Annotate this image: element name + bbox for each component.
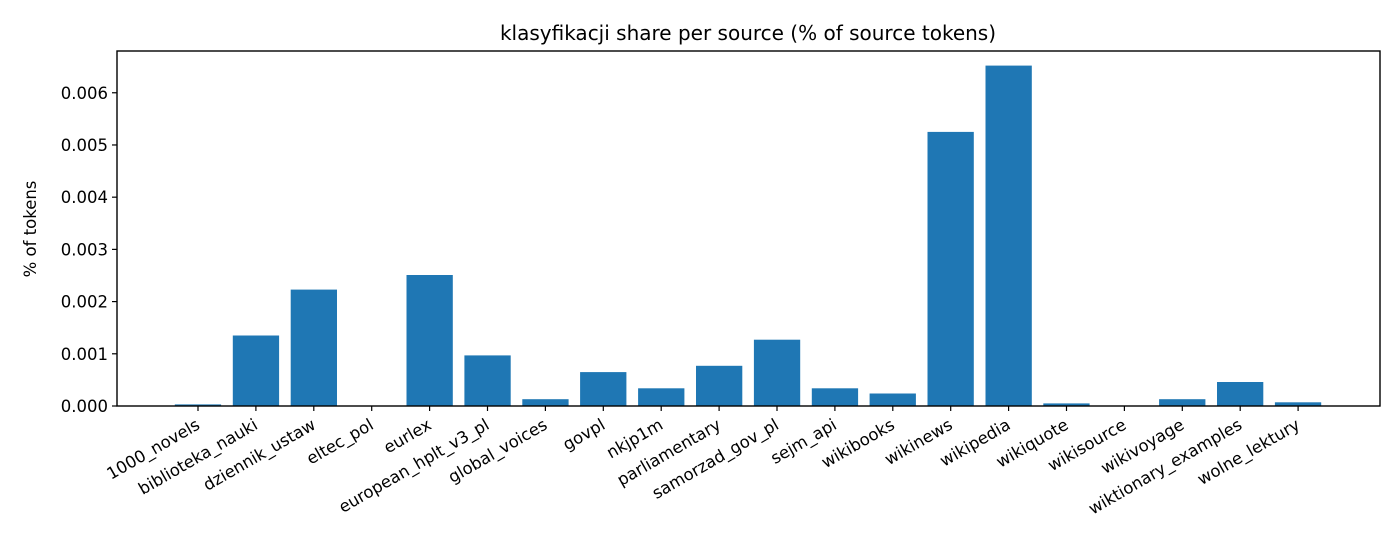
y-ticks-group: 0.000 0.001 0.002 0.003 0.004 0.005 0.006 (61, 84, 117, 416)
bar-eurlex (406, 275, 453, 406)
x-tick-label: global_voices (445, 415, 551, 488)
bar-wikinews (927, 131, 974, 406)
y-tick-label: 0.001 (61, 345, 108, 364)
bar-dziennik_ustaw (290, 289, 337, 406)
bar-wikibooks (869, 393, 916, 406)
bar-sejm_api (811, 388, 859, 407)
y-tick-label: 0.000 (61, 397, 108, 416)
y-axis-label: % of tokens (21, 181, 40, 278)
bar-1000_novels (174, 404, 222, 406)
x-tick-label: wolne_lektury (1194, 415, 1304, 490)
bar-global_voices (522, 399, 569, 406)
bar-samorzad_gov_pl (753, 339, 801, 406)
bar-biblioteka_nauki (232, 335, 280, 406)
x-tick-label: govpl (559, 415, 608, 454)
y-tick-label: 0.002 (61, 293, 108, 312)
plot-frame (116, 50, 1381, 407)
bar-parliamentary (696, 365, 743, 406)
bar-wiktionary_examples (1217, 382, 1264, 406)
bar-european_hplt_v3_pl (464, 355, 511, 406)
x-tick-label: eltec_pol (303, 415, 377, 469)
y-tick-label: 0.004 (61, 188, 108, 207)
bars-group (174, 65, 1322, 407)
bar-wikiquote (1043, 403, 1090, 406)
bar-govpl (580, 372, 627, 406)
x-ticks-group: 1000_novelsbiblioteka_naukidziennik_usta… (104, 406, 1304, 519)
bar-wikivoyage (1159, 399, 1206, 406)
y-tick-label: 0.003 (61, 240, 108, 259)
bar-wikipedia (985, 65, 1032, 406)
chart-title: klasyfikacji share per source (% of sour… (500, 21, 996, 45)
bar-nkjp1m (638, 388, 685, 407)
y-tick-label: 0.006 (61, 84, 108, 103)
bar-wolne_lektury (1274, 402, 1322, 406)
y-tick-label: 0.005 (61, 136, 108, 155)
